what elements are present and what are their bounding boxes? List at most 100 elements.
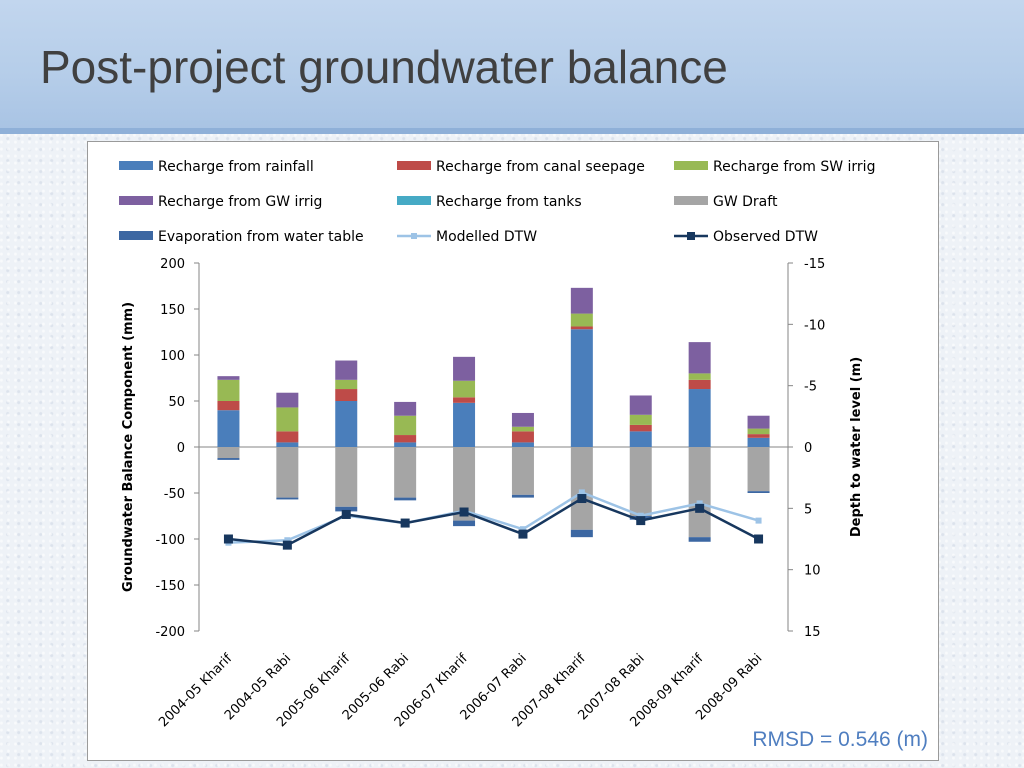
legend-label-evaporation-from-water-table: Evaporation from water table [158, 229, 364, 245]
bar-evaporation-from-water-table [747, 491, 770, 493]
rmsd-label: RMSD = 0.546 (m) [752, 728, 928, 751]
y-tick-label: 50 [168, 395, 185, 410]
y-tick-label: -150 [155, 579, 185, 594]
legend-label-recharge-from-sw-irrig: Recharge from SW irrig [713, 159, 875, 175]
legend-marker-observed-dtw [687, 232, 695, 240]
bar-recharge-from-gw-irrig [217, 376, 240, 380]
bar-evaporation-from-water-table [276, 497, 299, 500]
bar-recharge-from-gw-irrig [511, 412, 534, 427]
bar-recharge-from-gw-irrig [570, 287, 593, 314]
bar-recharge-from-sw-irrig [747, 428, 770, 435]
bar-recharge-from-rainfall [511, 442, 534, 447]
slide-title: Post-project groundwater balance [40, 41, 728, 93]
legend-marker-modelled-dtw [411, 233, 417, 239]
legend-label-recharge-from-rainfall: Recharge from rainfall [158, 159, 314, 175]
y2-tick-label: 10 [804, 564, 821, 579]
bar-recharge-from-sw-irrig [453, 380, 476, 398]
point-observed-dtw [341, 509, 351, 519]
y2-axis-title: Depth to water level (m) [849, 357, 864, 537]
groundwater-balance-chart: 200150100500-50-100-150-200-15-10-505101… [119, 159, 875, 730]
legend-label-recharge-from-canal-seepage: Recharge from canal seepage [436, 159, 645, 175]
y-tick-label: 0 [177, 441, 185, 456]
y2-tick-label: -15 [804, 257, 825, 272]
point-observed-dtw [518, 529, 528, 539]
bar-gw-draft [511, 447, 534, 495]
bar-recharge-from-gw-irrig [688, 342, 711, 374]
bar-recharge-from-rainfall [453, 402, 476, 447]
bar-recharge-from-rainfall [629, 431, 652, 447]
bar-recharge-from-gw-irrig [453, 356, 476, 381]
bar-recharge-from-canal-seepage [747, 434, 770, 438]
bar-recharge-from-sw-irrig [394, 415, 417, 436]
bar-gw-draft [570, 447, 593, 530]
bar-evaporation-from-water-table [511, 494, 534, 498]
bar-gw-draft [629, 447, 652, 516]
bar-recharge-from-canal-seepage [335, 389, 358, 401]
bar-recharge-from-sw-irrig [511, 426, 534, 432]
bar-evaporation-from-water-table [335, 506, 358, 512]
bar-gw-draft [453, 447, 476, 521]
bar-gw-draft [217, 447, 240, 459]
y-tick-label: 150 [160, 303, 185, 318]
slide-header [0, 0, 1024, 134]
legend-swatch-gw-draft [674, 196, 708, 205]
bar-recharge-from-rainfall [570, 329, 593, 447]
legend-swatch-recharge-from-tanks [397, 196, 431, 205]
bar-recharge-from-rainfall [747, 437, 770, 447]
point-observed-dtw [223, 534, 233, 544]
bar-recharge-from-rainfall [335, 401, 358, 447]
bar-recharge-from-rainfall [276, 442, 299, 447]
legend-label-modelled-dtw: Modelled DTW [436, 229, 537, 245]
point-observed-dtw [577, 494, 587, 504]
bar-recharge-from-sw-irrig [629, 414, 652, 425]
bar-recharge-from-sw-irrig [276, 407, 299, 432]
line-observed-dtw [228, 497, 760, 547]
y2-tick-label: -5 [804, 380, 817, 395]
point-observed-dtw [636, 516, 646, 526]
point-observed-dtw [400, 518, 410, 528]
chart-frame: 200 150 100 50 0 -50 -100 -150 -200 -15 -10 -5 0 5 10 1… [87, 141, 939, 761]
bar-recharge-from-canal-seepage [453, 397, 476, 403]
point-modelled-dtw [519, 526, 526, 533]
bar-recharge-from-rainfall [217, 410, 240, 447]
bar-recharge-from-sw-irrig [217, 379, 240, 401]
bar-recharge-from-canal-seepage [629, 424, 652, 432]
y2-tick-label: 5 [804, 502, 812, 517]
bar-recharge-from-rainfall [394, 442, 417, 447]
bar-recharge-from-sw-irrig [688, 373, 711, 380]
legend-swatch-evaporation-from-water-table [119, 231, 153, 240]
bar-gw-draft [688, 447, 711, 538]
y-axis-title: Groundwater Balance Component (mm) [121, 302, 136, 592]
bar-recharge-from-canal-seepage [394, 435, 417, 443]
bar-recharge-from-rainfall [688, 389, 711, 447]
bar-recharge-from-canal-seepage [570, 326, 593, 330]
bar-recharge-from-sw-irrig [570, 313, 593, 327]
bar-evaporation-from-water-table [570, 529, 593, 538]
y2-tick-label: 15 [804, 625, 821, 640]
y-tick-label: -50 [164, 487, 185, 502]
y-tick-label: 100 [160, 349, 185, 364]
bar-evaporation-from-water-table [453, 520, 476, 527]
legend-label-gw-draft: GW Draft [713, 194, 778, 210]
bar-recharge-from-canal-seepage [511, 431, 534, 443]
y-tick-label: -200 [155, 625, 185, 640]
point-observed-dtw [754, 534, 764, 544]
legend-label-recharge-from-gw-irrig: Recharge from GW irrig [158, 194, 322, 210]
point-observed-dtw [459, 507, 469, 517]
bar-recharge-from-canal-seepage [217, 401, 240, 411]
legend-label-observed-dtw: Observed DTW [713, 229, 818, 245]
legend-label-recharge-from-tanks: Recharge from tanks [436, 194, 582, 210]
bar-recharge-from-canal-seepage [276, 431, 299, 443]
bar-recharge-from-canal-seepage [688, 379, 711, 390]
x-tick-label: 2004-05 Kharif [156, 651, 235, 730]
legend-swatch-recharge-from-sw-irrig [674, 161, 708, 170]
point-modelled-dtw [284, 537, 291, 544]
point-modelled-dtw [578, 489, 585, 496]
point-modelled-dtw [637, 512, 644, 519]
bar-evaporation-from-water-table [217, 458, 240, 460]
bar-gw-draft [276, 447, 299, 498]
y-tick-label: 200 [160, 257, 185, 272]
bar-gw-draft [747, 447, 770, 492]
bar-recharge-from-gw-irrig [335, 360, 358, 380]
bar-evaporation-from-water-table [394, 497, 417, 501]
